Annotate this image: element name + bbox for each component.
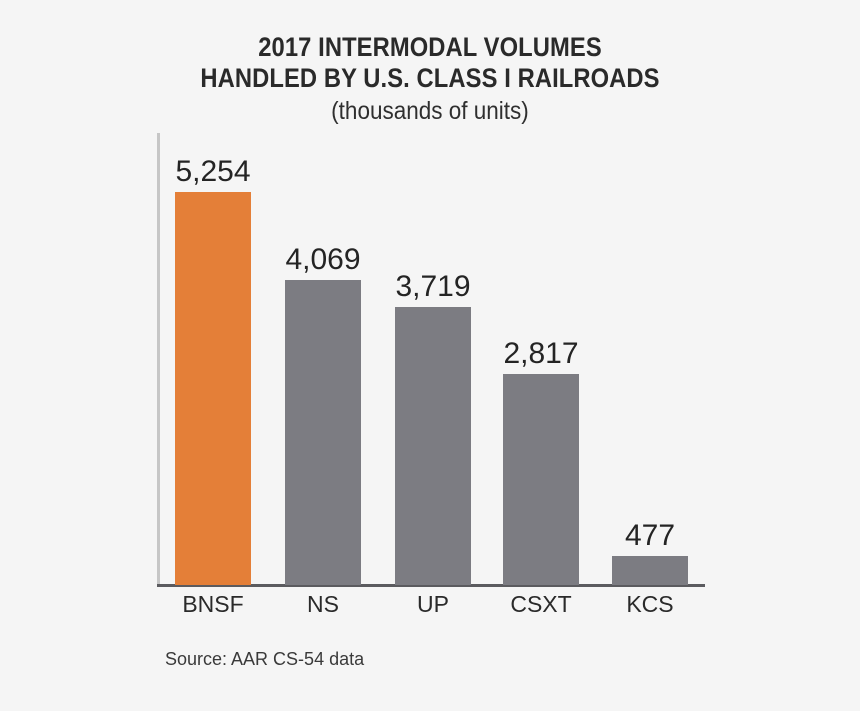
bar-value-label-kcs: 477 bbox=[624, 519, 676, 552]
bar-value-label-csxt: 2,817 bbox=[503, 337, 579, 370]
bar-rect-csxt bbox=[503, 374, 579, 585]
bar-value-label-bnsf: 5,254 bbox=[175, 155, 251, 188]
bar-ns: 4,069 bbox=[285, 243, 361, 585]
bar-rect-bnsf bbox=[175, 192, 251, 585]
x-axis-label-ns: NS bbox=[307, 591, 339, 617]
x-axis-label-kcs: KCS bbox=[626, 591, 674, 617]
bar-bnsf: 5,254 bbox=[175, 155, 251, 585]
title-block: 2017 INTERMODAL VOLUMES HANDLED BY U.S. … bbox=[0, 32, 860, 126]
bar-rect-up bbox=[395, 307, 471, 585]
y-axis-line bbox=[157, 133, 160, 585]
bar-value-label-ns: 4,069 bbox=[285, 243, 361, 276]
x-axis-label-up: UP bbox=[417, 591, 449, 617]
bar-csxt: 2,817 bbox=[503, 337, 579, 585]
bar-kcs: 477 bbox=[612, 519, 688, 585]
bar-up: 3,719 bbox=[395, 270, 471, 585]
chart-title-line-2: HANDLED BY U.S. CLASS I RAILROADS bbox=[200, 63, 660, 93]
bar-rect-ns bbox=[285, 280, 361, 585]
source-note: Source: AAR CS-54 data bbox=[165, 649, 365, 669]
bar-value-label-up: 3,719 bbox=[395, 270, 471, 303]
bar-rect-kcs bbox=[612, 556, 688, 585]
x-axis-baseline bbox=[157, 584, 705, 587]
chart-subtitle: (thousands of units) bbox=[331, 97, 529, 125]
chart-title-line-1: 2017 INTERMODAL VOLUMES bbox=[258, 32, 602, 62]
x-axis-label-csxt: CSXT bbox=[510, 591, 572, 617]
x-axis-label-bnsf: BNSF bbox=[182, 591, 244, 617]
